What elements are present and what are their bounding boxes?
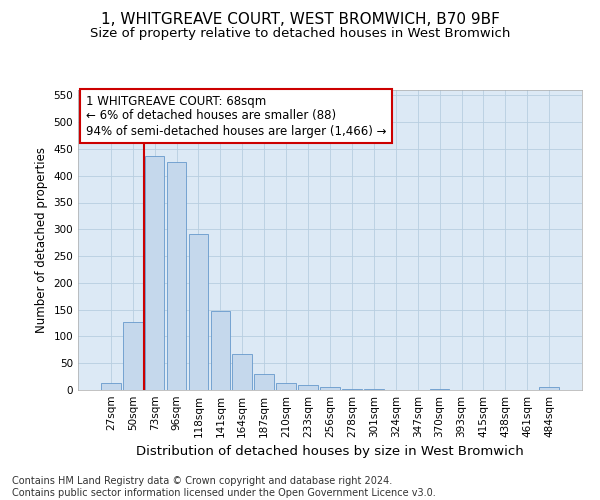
Bar <box>254 374 274 390</box>
Bar <box>145 156 164 390</box>
Bar <box>232 354 252 390</box>
Bar <box>211 311 230 390</box>
Bar <box>276 382 296 390</box>
Bar <box>320 388 340 390</box>
Bar <box>298 385 318 390</box>
Bar <box>539 388 559 390</box>
Bar <box>101 382 121 390</box>
Y-axis label: Number of detached properties: Number of detached properties <box>35 147 48 333</box>
Text: 1, WHITGREAVE COURT, WEST BROMWICH, B70 9BF: 1, WHITGREAVE COURT, WEST BROMWICH, B70 … <box>101 12 499 28</box>
Bar <box>167 162 187 390</box>
Text: 1 WHITGREAVE COURT: 68sqm
← 6% of detached houses are smaller (88)
94% of semi-d: 1 WHITGREAVE COURT: 68sqm ← 6% of detach… <box>86 94 386 138</box>
Text: Size of property relative to detached houses in West Bromwich: Size of property relative to detached ho… <box>90 28 510 40</box>
Bar <box>123 322 143 390</box>
X-axis label: Distribution of detached houses by size in West Bromwich: Distribution of detached houses by size … <box>136 446 524 458</box>
Bar <box>188 234 208 390</box>
Text: Contains HM Land Registry data © Crown copyright and database right 2024.
Contai: Contains HM Land Registry data © Crown c… <box>12 476 436 498</box>
